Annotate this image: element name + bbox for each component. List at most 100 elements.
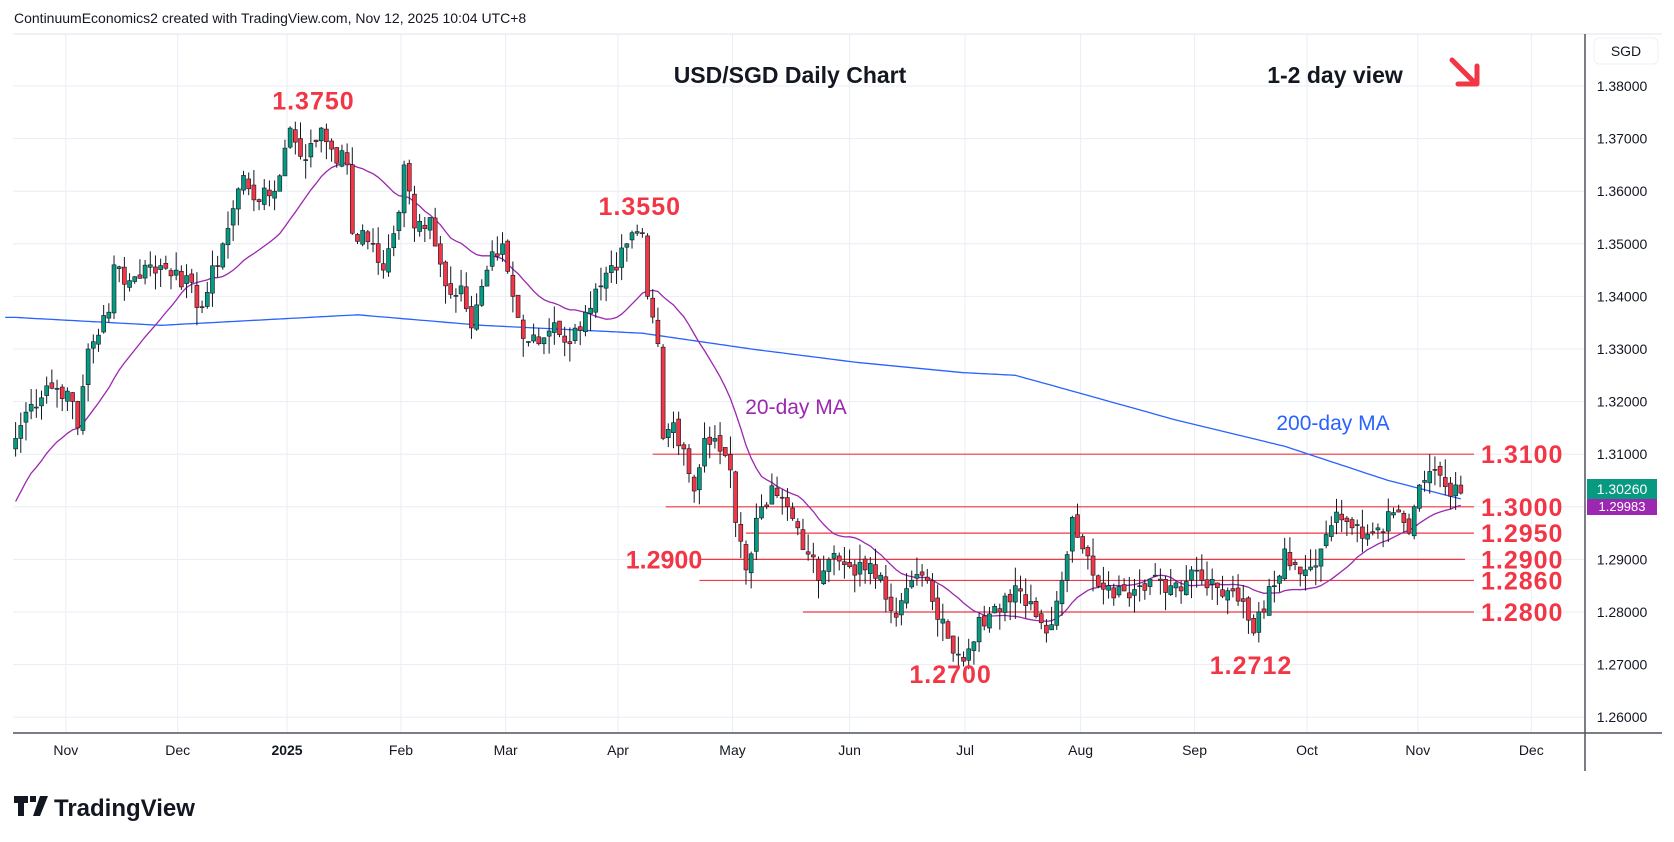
candle-body — [1354, 524, 1360, 526]
time-tick-label: Oct — [1296, 742, 1318, 758]
candle-body — [1038, 613, 1044, 624]
candle — [54, 379, 60, 408]
candle — [386, 234, 391, 277]
candle-body — [210, 265, 215, 294]
candle-body — [1132, 589, 1137, 596]
candle-body — [1018, 588, 1023, 592]
candle — [1427, 454, 1433, 494]
candle — [287, 126, 293, 149]
candle — [1189, 566, 1194, 599]
candle — [1163, 575, 1168, 611]
candle — [956, 636, 961, 669]
candle-body — [13, 438, 18, 450]
candle-body — [1453, 484, 1458, 497]
level-label-right: 1.2860 — [1481, 567, 1563, 595]
candle-body — [733, 471, 738, 523]
candle-body — [1256, 611, 1262, 633]
time-axis[interactable]: Nov Dec 2025 Feb Mar Apr May Jun Jul Aug Sep Oct Nov… — [53, 742, 1543, 758]
candle-body — [189, 273, 195, 283]
candle — [593, 283, 599, 318]
candle — [764, 502, 770, 510]
candle — [831, 545, 837, 576]
candle-body — [645, 235, 650, 297]
candle-body — [54, 388, 60, 390]
candle — [1313, 549, 1319, 586]
candle-body — [91, 341, 96, 349]
candle — [339, 144, 345, 168]
candle-body — [1396, 509, 1401, 513]
candle-body — [1095, 575, 1101, 587]
candle-body — [179, 270, 184, 288]
candle — [520, 314, 526, 357]
candle — [458, 269, 464, 302]
time-tick-label: Nov — [1405, 742, 1430, 758]
candle-body — [950, 635, 956, 654]
candle-body — [1002, 595, 1008, 613]
candle — [795, 518, 801, 536]
candle-body — [660, 346, 666, 439]
candle — [1209, 568, 1215, 600]
candle-body — [1411, 506, 1417, 537]
candle-body — [127, 280, 132, 288]
candle-body — [1106, 585, 1111, 591]
candle — [1132, 578, 1137, 613]
candle — [1152, 563, 1158, 578]
level-label-right: 1.3000 — [1481, 494, 1563, 522]
candle-body — [883, 576, 889, 600]
candle-body — [909, 580, 915, 588]
candle — [531, 323, 536, 344]
candle-body — [738, 524, 744, 542]
currency-button[interactable] — [1593, 37, 1659, 65]
ma20-line — [15, 162, 1461, 623]
candle — [1158, 568, 1163, 595]
candle-body — [1189, 569, 1194, 581]
grid — [13, 34, 1585, 733]
candle-body — [1049, 624, 1054, 631]
candle-body — [785, 497, 790, 508]
candle — [857, 544, 863, 587]
candle — [318, 126, 324, 153]
candle-body — [702, 438, 707, 467]
candle — [717, 422, 723, 465]
candle-body — [23, 411, 29, 423]
candle — [583, 305, 588, 337]
candle — [39, 390, 44, 420]
candle-body — [59, 386, 65, 399]
candle-body — [1142, 583, 1148, 591]
candle — [277, 174, 283, 192]
candle-body — [344, 152, 350, 166]
candle-body — [899, 600, 904, 616]
candle-body — [75, 401, 81, 429]
candle — [241, 170, 246, 195]
candle-body — [1380, 531, 1386, 534]
candle-body — [158, 265, 163, 270]
candle-body — [153, 266, 158, 274]
candle — [70, 392, 75, 420]
candle — [779, 489, 785, 515]
candle — [1007, 589, 1013, 621]
candle — [505, 239, 511, 274]
candle — [728, 436, 733, 489]
candle-body — [624, 243, 630, 248]
candle-body — [593, 288, 599, 313]
ma20-path — [15, 162, 1461, 623]
candle-body — [619, 247, 624, 268]
currency-label: SGD — [1611, 43, 1641, 59]
candle — [401, 160, 407, 228]
candle-body — [1442, 477, 1448, 487]
candle — [272, 180, 277, 211]
candle-body — [764, 504, 770, 507]
candle-body — [1080, 536, 1085, 550]
candle — [930, 573, 935, 611]
candle — [935, 584, 940, 637]
price-axis[interactable]: 1.38000 1.37000 1.36000 1.35000 1.34000 1.330… — [1597, 78, 1648, 725]
candle — [1168, 568, 1174, 596]
candle-body — [1277, 575, 1282, 584]
candle-body — [474, 304, 479, 330]
candle-body — [888, 596, 894, 611]
candle — [396, 210, 402, 240]
candle-body — [681, 444, 687, 450]
candle — [987, 607, 992, 633]
